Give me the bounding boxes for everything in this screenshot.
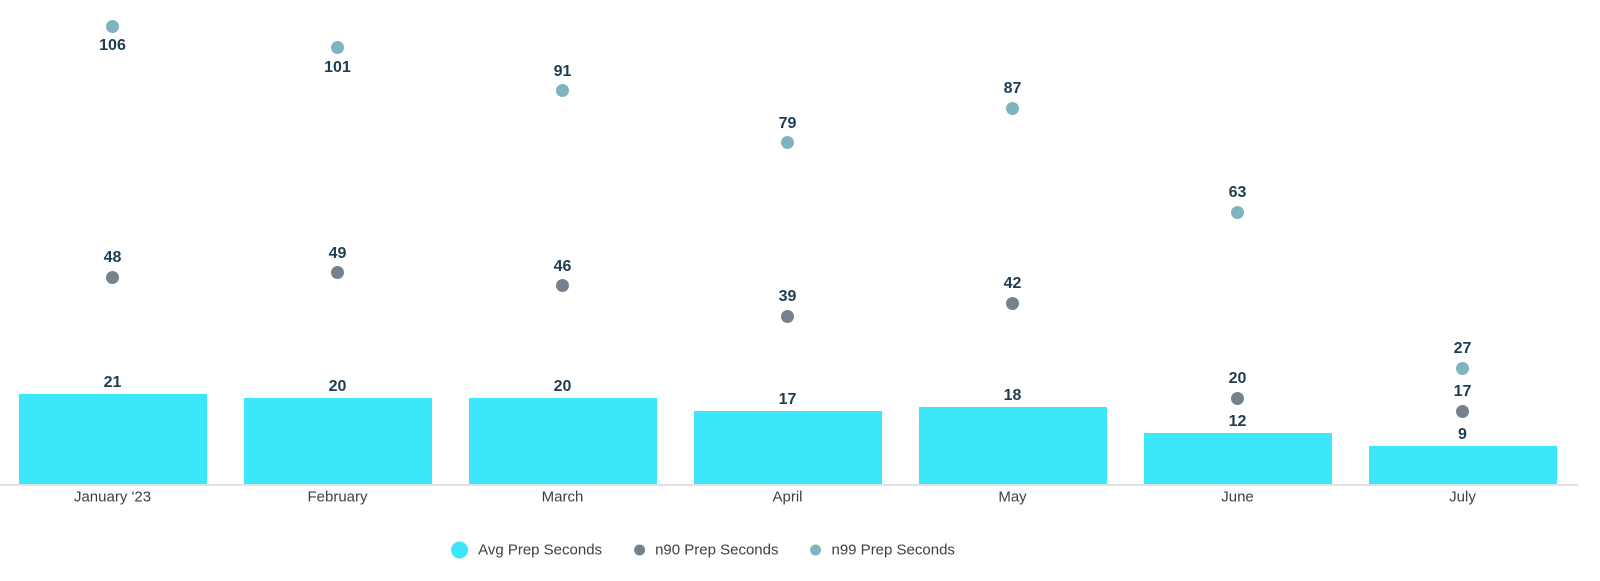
x-axis-label: June (1221, 488, 1254, 506)
n90-point[interactable] (106, 270, 119, 284)
point-value-label: 87 (1003, 80, 1022, 98)
point-value-label: 79 (778, 114, 797, 132)
legend-item-n99-prep-seconds[interactable]: n99 Prep Seconds (810, 541, 955, 559)
legend-item-avg-prep-seconds[interactable]: Avg Prep Seconds (451, 541, 603, 559)
avg-prep-bar[interactable] (18, 394, 207, 485)
point-value-label: 27 (1453, 340, 1472, 358)
point-value-label: 42 (1003, 275, 1022, 293)
bar-value-label: 20 (553, 378, 572, 396)
n99-point[interactable] (781, 136, 794, 150)
x-axis-label: January '23 (73, 488, 152, 506)
avg-prep-bar[interactable] (1143, 433, 1332, 485)
n90-point[interactable] (781, 309, 794, 323)
bar-value-label: 17 (778, 391, 797, 409)
point-value-label: 91 (553, 62, 572, 80)
legend-item-label: Avg Prep Seconds (478, 541, 603, 559)
x-axis-label: April (772, 488, 803, 506)
avg-prep-bar[interactable] (243, 398, 432, 485)
n99-point[interactable] (1006, 101, 1019, 115)
point-value-label: 63 (1228, 184, 1247, 202)
avg-prep-bar[interactable] (1368, 446, 1557, 485)
point-value-label: 17 (1453, 383, 1472, 401)
point-value-label: 101 (324, 58, 351, 76)
bar-value-label: 12 (1228, 413, 1247, 431)
x-axis-label: July (1449, 488, 1476, 506)
n99-point[interactable] (1231, 205, 1244, 219)
legend-item-label: n90 Prep Seconds (655, 541, 779, 559)
n90-point[interactable] (556, 279, 569, 293)
legend: Avg Prep Seconds n90 Prep Seconds n99 Prep… (451, 541, 955, 559)
point-value-label: 106 (99, 37, 126, 55)
point-value-label: 46 (553, 257, 572, 275)
point-value-label: 49 (328, 244, 347, 262)
avg-prep-bar[interactable] (468, 398, 657, 485)
n99-point[interactable] (106, 19, 119, 33)
point-value-label: 48 (103, 249, 122, 267)
n90-point[interactable] (331, 266, 344, 280)
n99-point[interactable] (556, 84, 569, 98)
n99-point[interactable] (1456, 361, 1469, 375)
legend-dot-icon (634, 544, 646, 556)
legend-circle-icon (451, 541, 469, 559)
n99-point[interactable] (331, 41, 344, 55)
x-axis-line (0, 484, 1578, 486)
point-value-label: 20 (1228, 370, 1247, 388)
x-axis-label: February (307, 488, 368, 506)
n90-point[interactable] (1006, 296, 1019, 310)
x-axis-label: May (998, 488, 1027, 506)
n90-point[interactable] (1456, 404, 1469, 418)
bar-value-label: 21 (103, 374, 122, 392)
avg-prep-bar[interactable] (693, 411, 882, 485)
bar-value-label: 20 (328, 378, 347, 396)
bar-value-label: 9 (1458, 426, 1467, 444)
point-value-label: 39 (778, 288, 797, 306)
x-axis-label: March (541, 488, 584, 506)
legend-item-n90-prep-seconds[interactable]: n90 Prep Seconds (634, 542, 778, 559)
n90-point[interactable] (1231, 391, 1244, 405)
legend-item-label: n99 Prep Seconds (831, 541, 955, 559)
bar-value-label: 18 (1003, 387, 1022, 405)
legend-dot-icon (810, 544, 822, 556)
avg-prep-bar[interactable] (918, 407, 1107, 485)
